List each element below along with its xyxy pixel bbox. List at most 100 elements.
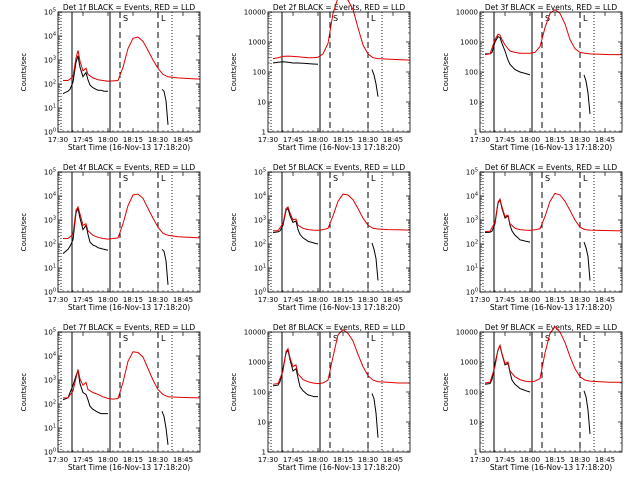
y-tick-label: 101 (254, 264, 266, 273)
x-tick-label: 18:30 (570, 456, 590, 464)
x-tick-label: 18:45 (173, 456, 193, 464)
y-tick-label: 104 (254, 192, 266, 201)
marker-label: L (583, 334, 588, 343)
series-line (485, 36, 531, 76)
y-tick-label: 105 (44, 8, 56, 17)
series-line (63, 193, 201, 240)
marker-label: S (123, 334, 128, 343)
x-tick-label: 18:15 (333, 136, 353, 144)
panel-title: Det 5f BLACK = Events, RED = LLD (273, 163, 406, 172)
y-tick-label: 101 (44, 424, 56, 433)
panel-7: Det 7f BLACK = Events, RED = LLD S L 100 101… (20, 323, 201, 472)
y-axis-label: Counts/sec (230, 213, 238, 252)
x-tick-label: 18:45 (595, 136, 615, 144)
marker-label: L (371, 14, 376, 23)
y-tick-label: 1000 (460, 359, 478, 367)
series-line (63, 351, 201, 400)
marker-label: L (583, 174, 588, 183)
x-tick-label: 17:45 (283, 136, 303, 144)
x-tick-label: 17:30 (258, 136, 278, 144)
series-line (272, 207, 319, 245)
x-tick-label: 18:00 (98, 296, 118, 304)
series-line (484, 192, 623, 233)
x-axis-label: Start Time (16-Nov-13 17:18:20) (68, 463, 190, 472)
x-tick-label: 18:30 (358, 456, 378, 464)
y-tick-label: 100 (44, 128, 56, 137)
y-tick-label: 105 (466, 168, 478, 177)
x-axis-label: Start Time (16-Nov-13 17:18:20) (278, 463, 400, 472)
marker-label: L (583, 14, 588, 23)
x-tick-label: 18:15 (123, 136, 143, 144)
y-tick-label: 10000 (244, 329, 266, 337)
series-line (161, 411, 169, 445)
marker-label: S (333, 174, 338, 183)
y-tick-label: 103 (44, 56, 56, 65)
y-axis-label: Counts/sec (20, 53, 28, 92)
y-tick-label: 100 (253, 389, 266, 397)
y-axis-label: Counts/sec (230, 53, 238, 92)
series-line (161, 88, 169, 125)
x-tick-label: 17:30 (48, 136, 68, 144)
panel-1: Det 1f BLACK = Events, RED = LLD S L 100 101… (20, 3, 201, 152)
y-tick-label: 102 (44, 80, 56, 89)
panel-title: Det 9f BLACK = Events, RED = LLD (485, 323, 618, 332)
y-tick-label: 10 (257, 419, 266, 427)
x-tick-label: 17:30 (470, 456, 490, 464)
plot-frame (267, 171, 411, 293)
y-tick-label: 1 (474, 449, 478, 457)
marker-label: S (545, 334, 550, 343)
series-line (62, 206, 109, 254)
series-line (583, 241, 591, 281)
x-tick-label: 17:45 (495, 296, 515, 304)
x-tick-label: 18:00 (98, 456, 118, 464)
panel-5: Det 5f BLACK = Events, RED = LLD S L 100 101… (230, 163, 411, 312)
x-tick-label: 18:15 (545, 136, 565, 144)
x-tick-label: 17:45 (283, 296, 303, 304)
panel-title: Det 4f BLACK = Events, RED = LLD (63, 163, 196, 172)
panel-4: Det 4f BLACK = Events, RED = LLD S L 100 101… (20, 163, 201, 312)
y-tick-label: 104 (44, 32, 56, 41)
x-tick-label: 18:30 (570, 296, 590, 304)
x-tick-label: 18:45 (383, 296, 403, 304)
y-tick-label: 102 (44, 400, 56, 409)
x-tick-label: 18:15 (545, 456, 565, 464)
x-tick-label: 17:45 (73, 456, 93, 464)
x-tick-label: 18:45 (173, 136, 193, 144)
y-tick-label: 100 (465, 69, 478, 77)
series-line (484, 198, 531, 243)
y-tick-label: 1 (474, 129, 478, 137)
series-line (371, 242, 379, 281)
y-axis-label: Counts/sec (230, 373, 238, 412)
series-line (62, 55, 108, 95)
x-tick-label: 18:45 (173, 296, 193, 304)
series-line (272, 0, 411, 61)
y-tick-label: 100 (254, 288, 266, 297)
x-tick-label: 18:45 (383, 456, 403, 464)
plot-frame (57, 11, 201, 133)
y-tick-label: 10000 (244, 9, 266, 17)
x-axis-label: Start Time (16-Nov-13 17:18:20) (490, 303, 612, 312)
x-tick-label: 18:30 (148, 296, 168, 304)
marker-label: S (123, 174, 128, 183)
y-tick-label: 103 (44, 376, 56, 385)
x-tick-label: 17:30 (48, 456, 68, 464)
panel-title: Det 2f BLACK = Events, RED = LLD (273, 3, 406, 12)
panel-9: Det 9f BLACK = Events, RED = LLD S L 1 10 100… (442, 323, 623, 472)
x-tick-label: 18:00 (520, 456, 540, 464)
x-tick-label: 18:30 (148, 136, 168, 144)
x-tick-label: 18:15 (333, 456, 353, 464)
series-line (583, 74, 591, 114)
y-tick-label: 102 (44, 240, 56, 249)
series-line (63, 36, 201, 82)
x-tick-label: 18:45 (595, 456, 615, 464)
series-line (484, 344, 531, 393)
x-tick-label: 17:45 (495, 136, 515, 144)
y-axis-label: Counts/sec (442, 53, 450, 92)
y-tick-label: 104 (44, 192, 56, 201)
y-tick-label: 101 (466, 264, 478, 273)
x-tick-label: 18:00 (308, 136, 328, 144)
panel-title: Det 6f BLACK = Events, RED = LLD (485, 163, 618, 172)
x-axis-label: Start Time (16-Nov-13 17:18:20) (490, 143, 612, 152)
series-line (484, 8, 622, 56)
y-tick-label: 105 (44, 328, 56, 337)
